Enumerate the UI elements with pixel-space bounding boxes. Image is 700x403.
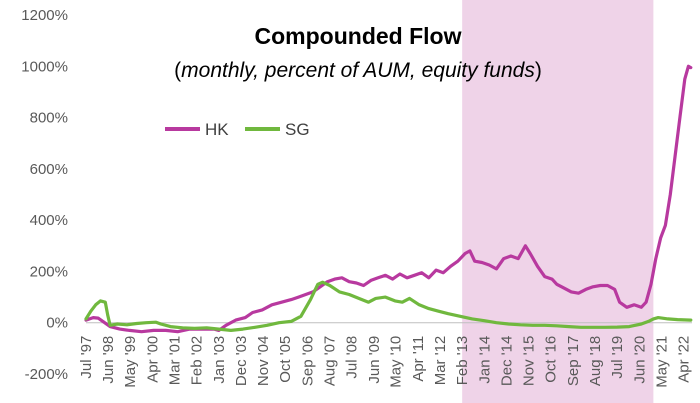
x-tick-label: May '21 [653, 336, 670, 388]
highlight-region [462, 0, 654, 403]
highlight-region-layer [462, 0, 654, 403]
chart-subtitle: (monthly, percent of AUM, equity funds) [174, 59, 542, 82]
y-tick-label: 1200% [21, 7, 68, 24]
x-tick-label: Jun '09 [366, 336, 383, 384]
x-tick-label: Aug '18 [587, 336, 604, 386]
x-tick-label: Jul '97 [78, 336, 95, 379]
x-tick-label: May '99 [122, 336, 139, 388]
x-tick-label: Sep '06 [299, 336, 316, 386]
x-tick-label: Dec '14 [499, 336, 516, 386]
x-tick-label: Jan '14 [476, 336, 493, 384]
x-tick-label: Jun '98 [100, 336, 117, 384]
x-tick-label: Feb '13 [454, 336, 471, 386]
x-axis-ticks: Jul '97 Jun '98 May '99 Apr '00 Mar '01 Feb '… [78, 336, 693, 388]
x-tick-label: Nov '15 [521, 336, 538, 386]
x-tick-label: Apr '22 [676, 336, 693, 383]
series-layer [84, 64, 693, 334]
series-line-sg [84, 280, 693, 332]
x-tick-label: Oct '16 [543, 336, 560, 383]
y-tick-label: 400% [30, 212, 68, 229]
y-tick-label: 600% [30, 161, 68, 178]
x-tick-label: Aug '07 [321, 336, 338, 386]
x-tick-label: Oct '05 [277, 336, 294, 383]
x-tick-label: May '10 [388, 336, 405, 388]
x-tick-label: Apr '00 [144, 336, 161, 383]
x-tick-label: Jul '08 [344, 336, 361, 379]
x-tick-label: Nov '04 [255, 336, 272, 386]
legend-label-hk: HK [205, 120, 229, 139]
x-tick-label: Dec '03 [233, 336, 250, 386]
x-tick-label: Jan '03 [211, 336, 228, 384]
y-axis-ticks: -200% 0% 200% 400% 600% 800% 1000% 1200% [21, 7, 68, 383]
y-tick-label: -200% [25, 366, 68, 383]
chart-title: Compounded Flow [255, 23, 462, 49]
legend-label-sg: SG [285, 120, 310, 139]
legend: HK SG [165, 120, 310, 139]
x-tick-label: Jun '20 [631, 336, 648, 384]
y-tick-label: 1000% [21, 58, 68, 75]
x-tick-label: Mar '12 [432, 336, 449, 386]
x-tick-label: Apr '11 [410, 336, 427, 382]
x-tick-label: Sep '17 [565, 336, 582, 386]
y-tick-label: 0% [46, 315, 68, 332]
x-tick-label: Feb '02 [189, 336, 206, 386]
y-tick-label: 800% [30, 110, 68, 127]
x-tick-label: Mar '01 [167, 336, 184, 386]
y-tick-label: 200% [30, 263, 68, 280]
x-tick-label: Jul '19 [609, 336, 626, 379]
